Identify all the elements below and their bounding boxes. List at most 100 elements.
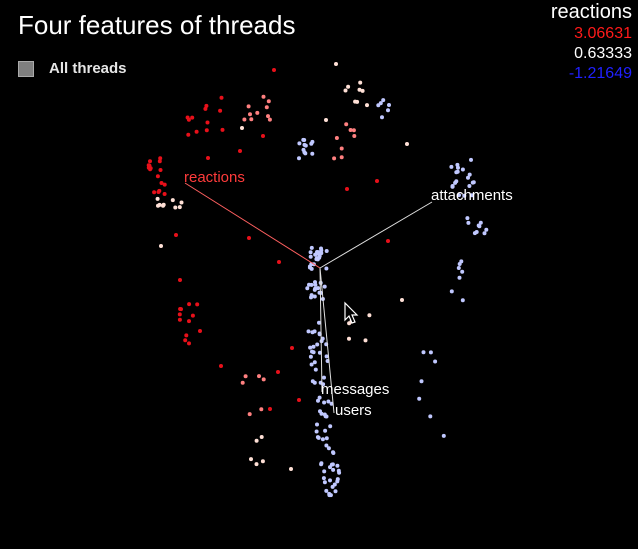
data-point[interactable] (266, 114, 270, 119)
data-point[interactable] (386, 239, 390, 243)
data-point[interactable] (322, 284, 327, 289)
data-point[interactable] (334, 62, 338, 66)
data-point[interactable] (307, 265, 312, 270)
data-point[interactable] (312, 294, 317, 299)
data-point[interactable] (309, 293, 314, 298)
data-point[interactable] (195, 302, 200, 307)
data-point[interactable] (351, 128, 356, 133)
data-point[interactable] (327, 493, 332, 498)
data-point[interactable] (220, 127, 225, 132)
data-point[interactable] (347, 336, 351, 341)
data-point[interactable] (310, 349, 314, 354)
data-point[interactable] (419, 379, 424, 384)
data-point[interactable] (367, 313, 372, 318)
data-point[interactable] (313, 252, 318, 257)
data-point[interactable] (178, 278, 182, 282)
data-point[interactable] (405, 142, 409, 146)
data-point[interactable] (203, 106, 208, 111)
data-point[interactable] (183, 338, 188, 343)
data-point[interactable] (469, 193, 474, 198)
data-point[interactable] (328, 424, 333, 429)
data-point[interactable] (386, 108, 390, 113)
data-point[interactable] (344, 122, 349, 127)
data-point[interactable] (317, 320, 321, 325)
data-point[interactable] (308, 254, 313, 259)
data-point[interactable] (336, 468, 341, 473)
data-point[interactable] (174, 233, 178, 237)
data-point[interactable] (324, 249, 329, 253)
data-point[interactable] (238, 149, 242, 153)
data-point[interactable] (297, 156, 301, 161)
data-point[interactable] (247, 412, 252, 417)
data-point[interactable] (323, 428, 328, 433)
data-point[interactable] (240, 380, 245, 385)
data-point[interactable] (190, 313, 195, 318)
data-point[interactable] (297, 141, 302, 146)
data-point[interactable] (482, 231, 487, 236)
data-point[interactable] (324, 443, 329, 448)
data-point[interactable] (467, 172, 472, 177)
data-point[interactable] (204, 128, 209, 133)
data-point[interactable] (460, 298, 465, 303)
data-point[interactable] (450, 184, 455, 188)
data-point[interactable] (310, 151, 315, 156)
data-point[interactable] (177, 205, 182, 210)
data-point[interactable] (308, 345, 313, 350)
data-point[interactable] (460, 167, 465, 172)
data-point[interactable] (305, 286, 310, 291)
data-point[interactable] (456, 266, 461, 270)
data-point[interactable] (433, 359, 438, 364)
data-point[interactable] (313, 280, 317, 285)
data-point[interactable] (324, 354, 329, 359)
data-point[interactable] (466, 175, 470, 180)
data-point[interactable] (328, 478, 332, 483)
data-point[interactable] (248, 112, 252, 117)
data-point[interactable] (162, 192, 167, 196)
data-point[interactable] (315, 342, 320, 347)
data-point[interactable] (462, 193, 467, 198)
data-point[interactable] (313, 367, 318, 372)
data-point[interactable] (324, 414, 329, 419)
data-point[interactable] (242, 117, 247, 122)
data-point[interactable] (198, 329, 202, 333)
data-point[interactable] (158, 156, 163, 161)
data-point[interactable] (157, 159, 162, 164)
data-point[interactable] (170, 198, 175, 203)
data-point[interactable] (478, 220, 483, 225)
data-point[interactable] (194, 129, 199, 134)
data-point[interactable] (339, 155, 344, 160)
data-point[interactable] (306, 329, 311, 334)
data-point[interactable] (268, 407, 272, 411)
data-point[interactable] (187, 319, 191, 324)
data-point[interactable] (309, 362, 314, 367)
data-point[interactable] (324, 488, 329, 493)
data-point[interactable] (400, 298, 404, 302)
data-point[interactable] (161, 202, 166, 207)
data-point[interactable] (343, 88, 348, 93)
data-point[interactable] (474, 230, 479, 234)
data-point[interactable] (261, 377, 266, 382)
data-point[interactable] (471, 180, 476, 185)
data-point[interactable] (184, 333, 189, 338)
legend[interactable]: All threads (18, 60, 127, 77)
data-point[interactable] (219, 95, 224, 100)
data-point[interactable] (302, 142, 307, 147)
data-point[interactable] (421, 350, 426, 355)
data-point[interactable] (417, 396, 422, 401)
data-point[interactable] (318, 409, 322, 414)
data-point[interactable] (334, 136, 339, 140)
data-point[interactable] (376, 103, 381, 108)
data-point[interactable] (159, 181, 164, 185)
data-point[interactable] (254, 462, 259, 467)
data-point[interactable] (261, 134, 265, 138)
data-point[interactable] (316, 252, 321, 257)
data-point[interactable] (246, 104, 251, 109)
data-point[interactable] (156, 190, 161, 194)
data-point[interactable] (319, 462, 324, 467)
data-point[interactable] (186, 132, 191, 137)
data-point[interactable] (289, 467, 293, 471)
data-point[interactable] (259, 435, 264, 439)
data-point[interactable] (187, 302, 192, 307)
data-point[interactable] (314, 429, 319, 434)
data-point[interactable] (332, 156, 337, 161)
